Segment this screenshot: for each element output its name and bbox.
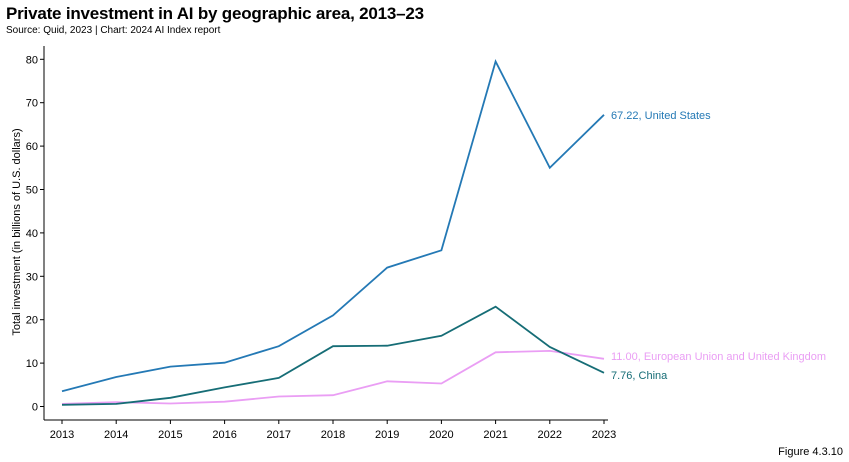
figure-label: Figure 4.3.10 (778, 446, 843, 458)
series-line-china (61, 305, 605, 406)
x-tick-label: 2020 (429, 429, 453, 441)
chart-subtitle: Source: Quid, 2023 | Chart: 2024 AI Inde… (6, 25, 221, 36)
x-tick-label: 2015 (158, 429, 182, 441)
y-tick-label: 70 (26, 98, 38, 110)
y-tick-label: 40 (26, 228, 38, 240)
series-line-united-states (61, 59, 605, 393)
x-tick-label: 2023 (592, 429, 616, 441)
chart-title: Private investment in AI by geographic a… (6, 4, 424, 23)
chart-ticks: 0 10 20 30 40 50 60 70 80 2013 2014 2015 2016 2017 201… (26, 54, 616, 441)
end-label-united-states: 67.22, United States (611, 110, 711, 122)
x-tick-label: 2017 (267, 429, 291, 441)
x-tick-label: 2014 (104, 429, 128, 441)
x-tick-label: 2019 (375, 429, 399, 441)
end-label-european-union-and-united-kingdom: 11.00, European Union and United Kingdom (611, 351, 826, 363)
series-line-european-union-and-united-kingdom (61, 349, 605, 405)
y-tick-label: 10 (26, 358, 38, 370)
chart-series (61, 59, 605, 406)
x-tick-label: 2021 (483, 429, 507, 441)
chart-axes (43, 46, 608, 421)
y-tick-label: 30 (26, 271, 38, 283)
y-tick-label: 80 (26, 54, 38, 66)
y-axis-label: Total investment (in billions of U.S. do… (11, 128, 23, 335)
y-tick-label: 20 (26, 315, 38, 327)
x-tick-label: 2022 (538, 429, 562, 441)
y-tick-label: 60 (26, 141, 38, 153)
x-tick-label: 2018 (321, 429, 345, 441)
end-label-china: 7.76, China (611, 370, 668, 382)
y-tick-label: 0 (32, 402, 38, 414)
chart-end-labels: 67.22, United States 11.00, European Unio… (611, 110, 826, 382)
x-tick-label: 2013 (50, 429, 74, 441)
x-tick-label: 2016 (212, 429, 236, 441)
y-tick-label: 50 (26, 185, 38, 197)
